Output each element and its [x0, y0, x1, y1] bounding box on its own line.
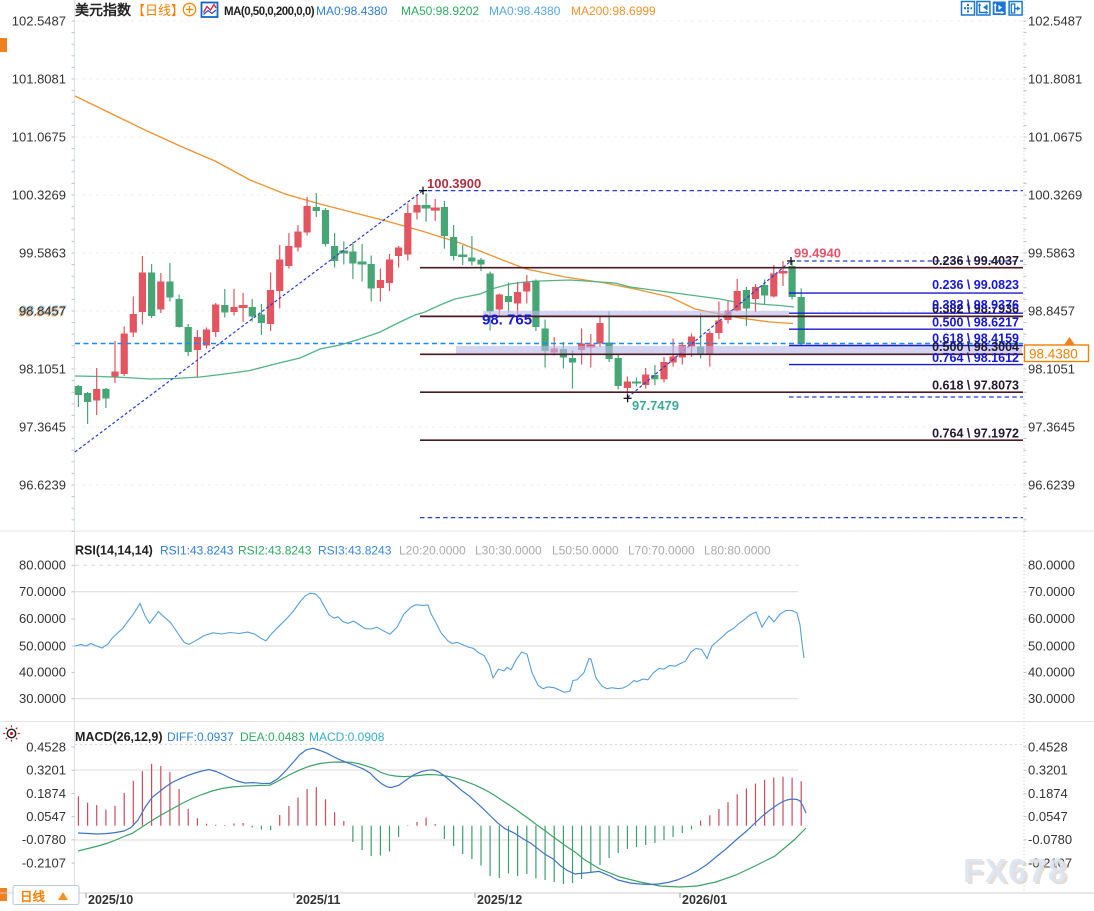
svg-text:-0.0780: -0.0780 [22, 832, 66, 847]
svg-text:美元指数: 美元指数 [75, 2, 132, 18]
svg-text:2026/01: 2026/01 [682, 893, 727, 906]
svg-text:0.3201: 0.3201 [26, 763, 66, 778]
svg-text:0.236 \ 99.4037: 0.236 \ 99.4037 [932, 254, 1019, 268]
svg-text:0.764 \ 97.1972: 0.764 \ 97.1972 [932, 426, 1019, 440]
svg-text:0.764 \ 98.1612: 0.764 \ 98.1612 [932, 351, 1019, 365]
svg-text:MA0:98.4380: MA0:98.4380 [316, 4, 388, 18]
svg-text:MACD:0.0908: MACD:0.0908 [309, 730, 385, 744]
svg-text:【日线】: 【日线】 [132, 3, 184, 18]
svg-text:70.0000: 70.0000 [19, 584, 66, 599]
svg-text:0.618 \ 97.8073: 0.618 \ 97.8073 [932, 378, 1019, 392]
svg-text:40.0000: 40.0000 [19, 665, 66, 680]
svg-text:0.500 \ 98.3004: 0.500 \ 98.3004 [932, 340, 1019, 354]
svg-text:DIFF:0.0937: DIFF:0.0937 [167, 730, 234, 744]
svg-text:97.3645: 97.3645 [19, 419, 66, 434]
svg-text:102.5487: 102.5487 [1028, 13, 1082, 28]
svg-text:40.0000: 40.0000 [1028, 665, 1075, 680]
svg-text:102.5487: 102.5487 [12, 13, 66, 28]
svg-text:80.0000: 80.0000 [1028, 558, 1075, 573]
svg-text:0.1874: 0.1874 [26, 786, 66, 801]
svg-text:FX678: FX678 [966, 854, 1071, 891]
svg-text:FX678: FX678 [963, 852, 1068, 889]
svg-text:0.500 \ 98.6217: 0.500 \ 98.6217 [932, 315, 1019, 329]
svg-text:98.8457: 98.8457 [18, 304, 65, 319]
svg-text:97.7479: 97.7479 [632, 398, 679, 413]
svg-text:-0.0780: -0.0780 [1028, 832, 1072, 847]
svg-text:L70:70.0000: L70:70.0000 [628, 544, 695, 558]
svg-text:100.3900: 100.3900 [427, 176, 481, 191]
svg-text:60.0000: 60.0000 [19, 611, 66, 626]
svg-text:MA200:98.6999: MA200:98.6999 [571, 4, 656, 18]
svg-text:RSI2:43.8243: RSI2:43.8243 [238, 544, 312, 558]
svg-text:DEA:0.0483: DEA:0.0483 [240, 730, 305, 744]
svg-text:MA0:98.4380: MA0:98.4380 [489, 4, 561, 18]
svg-text:L30:30.0000: L30:30.0000 [475, 544, 542, 558]
svg-text:97.3645: 97.3645 [1028, 419, 1075, 434]
svg-text:MA50:98.9202: MA50:98.9202 [401, 4, 479, 18]
svg-text:98. 765: 98. 765 [482, 312, 532, 329]
svg-text:0.1874: 0.1874 [1028, 786, 1068, 801]
svg-text:0.3201: 0.3201 [1028, 763, 1068, 778]
svg-text:0.0547: 0.0547 [1028, 809, 1068, 824]
svg-text:0.4528: 0.4528 [1028, 739, 1068, 754]
svg-text:98.4380: 98.4380 [1029, 347, 1078, 362]
svg-text:2025/10: 2025/10 [88, 893, 133, 906]
svg-text:98.8457: 98.8457 [1028, 303, 1075, 318]
svg-text:98.1051: 98.1051 [1028, 361, 1075, 376]
svg-text:0.236 \ 99.0823: 0.236 \ 99.0823 [932, 278, 1019, 292]
svg-text:日线: 日线 [20, 889, 46, 904]
svg-text:101.8081: 101.8081 [1028, 71, 1082, 86]
svg-text:50.0000: 50.0000 [19, 638, 66, 653]
svg-text:RSI3:43.8243: RSI3:43.8243 [318, 544, 392, 558]
svg-text:101.0675: 101.0675 [12, 129, 66, 144]
svg-text:60.0000: 60.0000 [1028, 611, 1075, 626]
svg-text:L20:20.0000: L20:20.0000 [399, 544, 466, 558]
svg-text:0.382 \ 98.9376: 0.382 \ 98.9376 [932, 298, 1019, 312]
svg-text:98.1051: 98.1051 [19, 361, 66, 376]
svg-text:99.4940: 99.4940 [794, 246, 841, 261]
svg-text:L50:50.0000: L50:50.0000 [552, 544, 619, 558]
svg-text:0.4528: 0.4528 [26, 739, 66, 754]
svg-text:30.0000: 30.0000 [1028, 691, 1075, 706]
svg-text:30.0000: 30.0000 [19, 691, 66, 706]
svg-text:0.0547: 0.0547 [26, 809, 66, 824]
svg-text:101.8081: 101.8081 [12, 71, 66, 86]
svg-text:MA(0,50,0,200,0,0): MA(0,50,0,200,0,0) [224, 6, 315, 18]
svg-text:80.0000: 80.0000 [19, 558, 66, 573]
svg-text:98.8457: 98.8457 [20, 302, 67, 317]
svg-text:100.3269: 100.3269 [12, 187, 66, 202]
svg-text:2025/12: 2025/12 [477, 893, 522, 906]
svg-text:0.618 \ 98.4159: 0.618 \ 98.4159 [932, 331, 1019, 345]
svg-text:-0.2107: -0.2107 [22, 855, 66, 870]
svg-text:-0.2107: -0.2107 [1028, 855, 1072, 870]
svg-text:50.0000: 50.0000 [1028, 638, 1075, 653]
svg-text:96.6239: 96.6239 [19, 477, 66, 492]
svg-text:L80:80.0000: L80:80.0000 [704, 544, 771, 558]
svg-text:101.0675: 101.0675 [1028, 129, 1082, 144]
svg-text:0.382 \ 98.7936: 0.382 \ 98.7936 [932, 302, 1019, 316]
svg-text:MACD(26,12,9): MACD(26,12,9) [75, 730, 163, 744]
svg-text:99.5863: 99.5863 [19, 245, 66, 260]
svg-text:99.5863: 99.5863 [1028, 245, 1075, 260]
svg-text:2025/11: 2025/11 [296, 893, 341, 906]
svg-text:98.8457: 98.8457 [19, 303, 66, 318]
svg-text:RSI1:43.8243: RSI1:43.8243 [160, 544, 234, 558]
svg-text:96.6239: 96.6239 [1028, 477, 1075, 492]
svg-text:100.3269: 100.3269 [1028, 187, 1082, 202]
svg-text:RSI(14,14,14): RSI(14,14,14) [75, 544, 153, 558]
svg-text:70.0000: 70.0000 [1028, 584, 1075, 599]
